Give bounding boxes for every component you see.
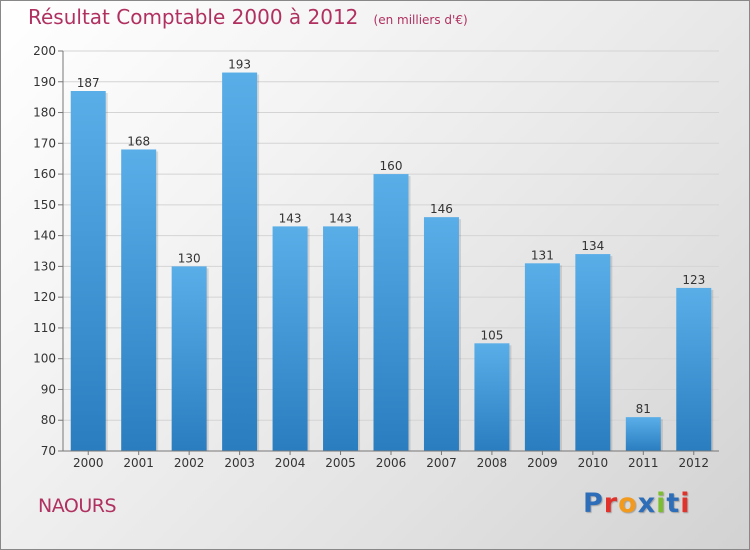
y-tick-label: 90	[41, 382, 56, 396]
x-tick-label: 2011	[628, 456, 659, 470]
axes: 7080901001101201301401501601701801902002…	[33, 44, 719, 470]
y-tick-label: 180	[33, 106, 56, 120]
bar	[272, 226, 308, 451]
brand-letter: t	[666, 488, 681, 519]
data-label: 130	[178, 251, 201, 265]
x-tick-label: 2006	[376, 456, 407, 470]
x-tick-label: 2012	[678, 456, 709, 470]
chart-title: Résultat Comptable 2000 à 2012	[28, 5, 359, 29]
y-tick-label: 100	[33, 352, 56, 366]
data-label: 146	[430, 202, 453, 216]
y-tick-label: 190	[33, 75, 56, 89]
bar	[222, 72, 258, 452]
brand-letter: P	[583, 488, 604, 519]
y-tick-label: 140	[33, 229, 56, 243]
y-tick-label: 130	[33, 259, 56, 273]
brand-letter: i	[680, 488, 691, 519]
bar	[121, 149, 157, 451]
y-tick-label: 120	[33, 290, 56, 304]
data-label: 105	[480, 328, 503, 342]
data-label: 193	[228, 58, 251, 72]
x-tick-label: 2008	[477, 456, 508, 470]
data-label: 81	[636, 402, 651, 416]
data-label: 168	[127, 134, 150, 148]
y-tick-label: 80	[41, 413, 56, 427]
title-row: Résultat Comptable 2000 à 2012 (en milli…	[28, 5, 468, 29]
data-label: 187	[77, 76, 100, 90]
data-label: 143	[279, 211, 302, 225]
y-tick-label: 200	[33, 44, 56, 58]
bar	[676, 287, 712, 451]
x-tick-label: 2004	[275, 456, 306, 470]
bar	[474, 343, 510, 451]
data-label: 160	[380, 159, 403, 173]
x-tick-label: 2000	[73, 456, 104, 470]
brand-letter: o	[618, 488, 638, 519]
bars: 187 168 130 193 143 143 160 146 105 131 134 81 123	[70, 58, 714, 452]
bar	[423, 217, 459, 451]
bar	[323, 226, 359, 451]
bar	[70, 91, 106, 451]
x-tick-label: 2010	[578, 456, 609, 470]
chart-subtitle: (en milliers d'€)	[373, 13, 468, 27]
bar	[625, 417, 661, 451]
bar	[524, 263, 560, 451]
x-tick-label: 2002	[174, 456, 205, 470]
place-name: NAOURS	[38, 495, 117, 517]
y-tick-label: 170	[33, 136, 56, 150]
bar	[575, 254, 611, 451]
brand-letter: x	[637, 488, 657, 519]
y-tick-label: 70	[41, 444, 56, 458]
x-tick-label: 2003	[224, 456, 255, 470]
x-tick-label: 2007	[426, 456, 457, 470]
brand-logo: Proxiti	[583, 488, 691, 519]
bar	[373, 174, 409, 452]
brand-letter: r	[603, 488, 619, 519]
brand-letter: i	[656, 488, 667, 519]
x-tick-label: 2001	[123, 456, 154, 470]
bar	[171, 266, 207, 451]
data-label: 131	[531, 248, 554, 262]
y-tick-label: 110	[33, 321, 56, 335]
x-tick-label: 2009	[527, 456, 558, 470]
data-label: 134	[581, 239, 604, 253]
x-tick-label: 2005	[325, 456, 356, 470]
data-label: 143	[329, 211, 352, 225]
data-label: 123	[682, 273, 705, 287]
y-tick-label: 150	[33, 198, 56, 212]
y-tick-label: 160	[33, 167, 56, 181]
